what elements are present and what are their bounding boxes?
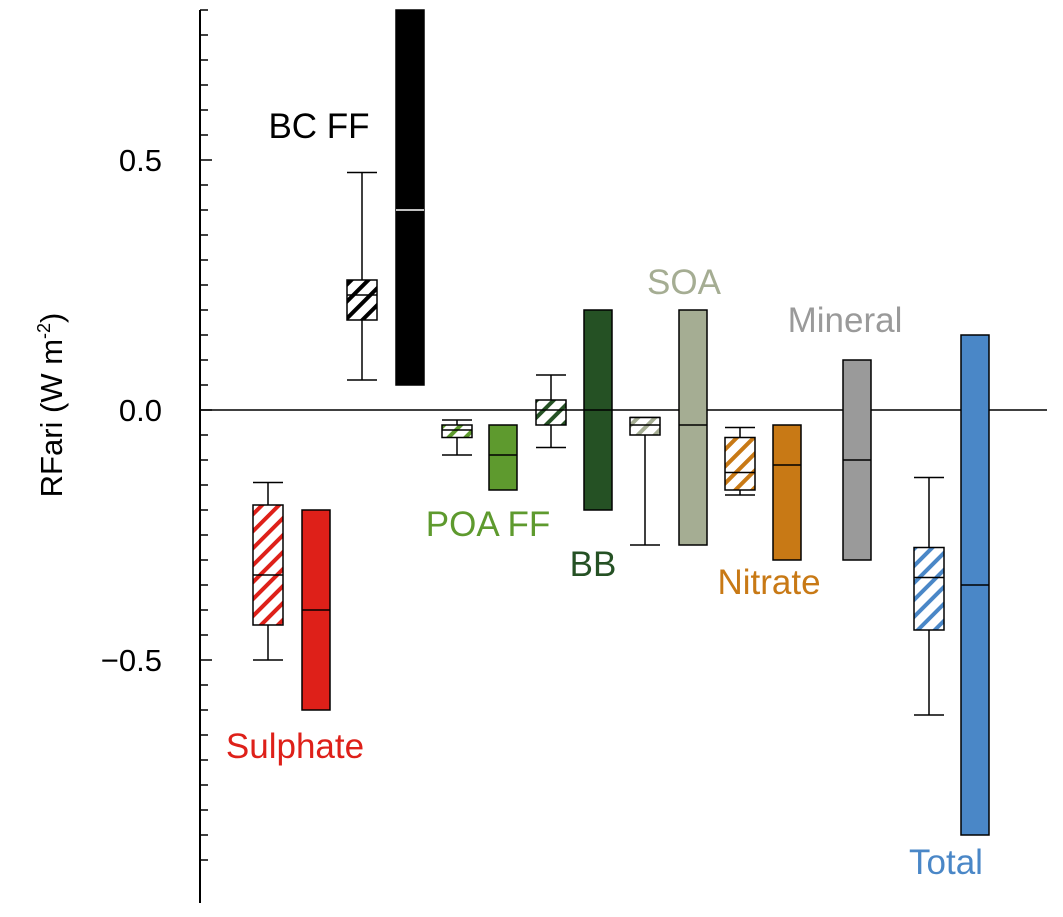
poa-ff-model-box [441, 424, 473, 439]
boxes-layer [252, 9, 990, 836]
nitrate-model-box [724, 436, 756, 491]
soa-assessed-bar [678, 309, 708, 546]
label-total: Total [909, 843, 983, 882]
soa-model-box [629, 416, 661, 436]
y-tick-label: 0.0 [119, 393, 162, 428]
bc-ff-model-box [346, 279, 378, 321]
sulphate-model-box [252, 504, 284, 626]
y-axis: 0.5 0.0 −0.5 [101, 9, 212, 903]
label-poa-ff: POA FF [426, 505, 550, 544]
label-sulphate: Sulphate [226, 727, 364, 766]
bc-ff-assessed-bar [395, 9, 425, 386]
category-labels: Sulphate BC FF POA FF BB SOA Nitrate Mineral To… [226, 107, 983, 882]
y-tick-label: 0.5 [119, 143, 162, 178]
label-nitrate: Nitrate [717, 563, 820, 602]
poa-ff-assessed-bar [488, 424, 518, 491]
label-bb: BB [570, 545, 617, 584]
y-tick-label: −0.5 [101, 643, 162, 678]
label-mineral: Mineral [788, 301, 903, 340]
label-bc-ff: BC FF [268, 107, 369, 146]
label-soa: SOA [647, 263, 722, 302]
y-axis-label: RFari (W m-2) [34, 313, 69, 498]
bb-model-box [535, 399, 567, 426]
total-model-box [913, 546, 945, 631]
nitrate-assessed-bar [772, 424, 802, 561]
